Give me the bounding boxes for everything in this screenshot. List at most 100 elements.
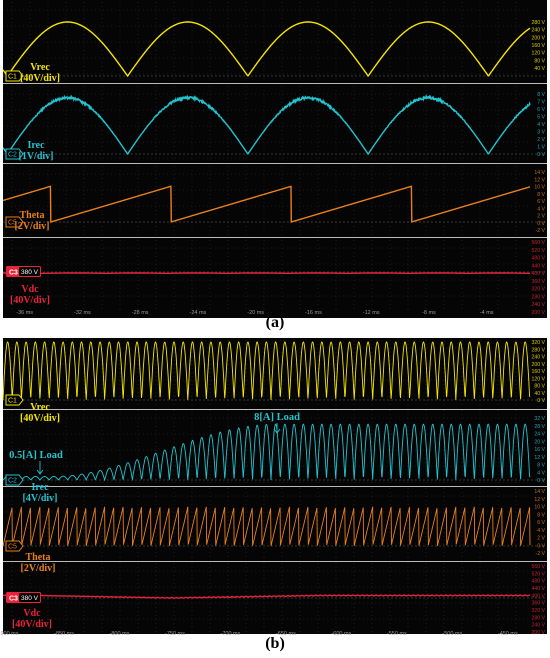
y-tick-label: 5 V — [537, 115, 545, 121]
y-tick-label: 8 V — [537, 512, 545, 518]
y-tick-label: 560 V — [531, 564, 545, 570]
y-tick-label: 2 V — [537, 137, 545, 143]
y-tick-label: 14 V — [534, 489, 545, 495]
channel-name: Vdc — [23, 608, 41, 619]
y-tick-label: 520 V — [531, 248, 545, 254]
y-tick-label: 440 V — [531, 263, 545, 269]
y-tick-label: 200 V — [531, 35, 545, 41]
channel-badge-label: C3 — [9, 596, 18, 603]
y-tick-label: 0 V — [537, 152, 545, 158]
y-tick-label: 240 V — [531, 623, 545, 629]
y-tick-label: 8 V — [537, 463, 545, 469]
y-tick-label: 6 V — [537, 107, 545, 113]
y-tick-label: 360 V — [531, 279, 545, 285]
channel-badge-label: C2 — [8, 152, 17, 159]
load-annotation: 8[A] Load — [254, 412, 300, 423]
channel-badge-label: C2 — [8, 478, 17, 485]
y-tick-label: 160 V — [531, 369, 545, 375]
channel-scale: [40V/div] — [20, 413, 60, 424]
channel-scale: [40V/div] — [20, 73, 60, 84]
y-tick-label: 12 V — [534, 455, 545, 461]
channel-name: Theta — [26, 552, 51, 563]
y-tick-label: 440 V — [531, 586, 545, 592]
y-tick-label: 7 V — [537, 100, 545, 106]
y-tick-label: 2 V — [537, 214, 545, 220]
y-tick-label: 4 V — [537, 122, 545, 128]
channel-name: Irec — [27, 140, 45, 151]
y-tick-label: 10 V — [534, 185, 545, 191]
y-tick-label: 0 V — [537, 543, 545, 549]
channel-name: Vrec — [30, 402, 50, 413]
channel-name: Vrec — [30, 62, 50, 73]
y-tick-label: 160 V — [531, 43, 545, 49]
y-tick-label: 4 V — [537, 206, 545, 212]
y-tick-label: 80 V — [534, 384, 545, 390]
y-tick-label: 280 V — [531, 615, 545, 621]
channel-scale: [1V/div] — [19, 151, 54, 162]
channel-badge-label: C1 — [8, 74, 17, 81]
y-tick-label: 24 V — [534, 432, 545, 438]
y-tick-label: 10 V — [534, 505, 545, 511]
y-tick-label: 240 V — [531, 355, 545, 361]
channel-name: Theta — [20, 210, 45, 221]
y-tick-label: 8 V — [537, 192, 545, 198]
y-tick-label: 200 V — [531, 362, 545, 368]
y-tick-label: 480 V — [531, 579, 545, 585]
y-tick-label: 14 V — [534, 170, 545, 176]
y-tick-label: 0 V — [537, 221, 545, 227]
y-tick-label: 2 V — [537, 536, 545, 542]
y-tick-label: 280 V — [531, 347, 545, 353]
channel-badge-label: C5 — [8, 544, 17, 551]
y-tick-label: 320 V — [531, 340, 545, 346]
y-tick-label: 6 V — [537, 520, 545, 526]
y-tick-label: 12 V — [534, 177, 545, 183]
y-tick-label: 240 V — [531, 28, 545, 34]
y-tick-label: 280 V — [531, 294, 545, 300]
y-tick-label: 6 V — [537, 199, 545, 205]
y-tick-label: 3 V — [537, 130, 545, 136]
y-tick-label: 480 V — [531, 256, 545, 262]
channel-scale: [2V/div] — [21, 563, 56, 574]
y-tick-label: 240 V — [531, 302, 545, 308]
y-tick-label: 40 V — [534, 66, 545, 72]
channel-scale: [40V/div] — [10, 295, 50, 306]
channel-badge-value: 380 V — [21, 595, 39, 602]
load-annotation: 0.5[A] Load — [9, 450, 63, 461]
panel-b-caption: (b) — [0, 635, 550, 653]
y-tick-label: 320 V — [531, 287, 545, 293]
y-tick-label: 80 V — [534, 58, 545, 64]
y-tick-label: 16 V — [534, 447, 545, 453]
y-tick-label: 28 V — [534, 424, 545, 430]
y-tick-label: 0 V — [537, 398, 545, 404]
y-tick-label: 560 V — [531, 240, 545, 246]
y-tick-label: 8 V — [537, 92, 545, 98]
channel-badge-value: 380 V — [21, 269, 39, 276]
y-tick-label: 400 V — [531, 593, 545, 599]
panel-a-caption: (a) — [0, 314, 550, 332]
y-tick-label: 400 V — [531, 271, 545, 277]
y-tick-label: 20 V — [534, 439, 545, 445]
panel-a-screen — [3, 0, 547, 318]
channel-scale: [40V/div] — [12, 619, 52, 630]
channel-name: Irec — [31, 482, 49, 493]
y-tick-label: 1 V — [537, 145, 545, 151]
channel-name: Vdc — [21, 284, 39, 295]
channel-scale: [4V/div] — [23, 493, 58, 504]
y-tick-label: 0 V — [537, 478, 545, 484]
y-tick-label: 4 V — [537, 528, 545, 534]
y-tick-label: 40 V — [534, 391, 545, 397]
channel-badge-label: C3 — [9, 270, 18, 277]
y-tick-label: 520 V — [531, 571, 545, 577]
y-tick-label: -2 V — [535, 228, 545, 234]
y-tick-label: 120 V — [531, 376, 545, 382]
y-tick-label: 4 V — [537, 470, 545, 476]
y-tick-label: -2 V — [535, 551, 545, 557]
y-tick-label: 120 V — [531, 51, 545, 57]
y-tick-label: 280 V — [531, 20, 545, 26]
channel-badge-label: C1 — [8, 398, 17, 405]
y-tick-label: 320 V — [531, 608, 545, 614]
y-tick-label: 32 V — [534, 416, 545, 422]
y-tick-label: 12 V — [534, 497, 545, 503]
channel-scale: [2V/div] — [15, 221, 50, 232]
y-tick-label: 360 V — [531, 601, 545, 607]
